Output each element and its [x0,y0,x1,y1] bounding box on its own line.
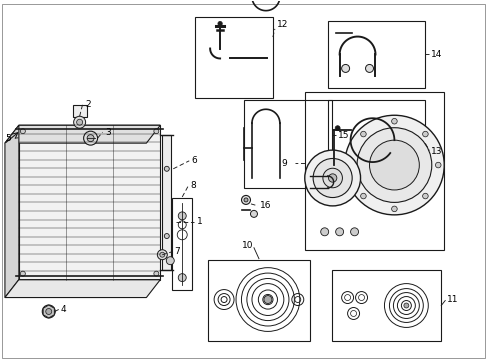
Text: 10: 10 [241,241,252,250]
Circle shape [46,309,52,315]
Bar [208,260,309,341]
Bar [73,105,86,117]
Circle shape [304,150,360,206]
Circle shape [347,162,353,168]
Circle shape [20,129,25,134]
Circle shape [244,198,247,202]
Circle shape [328,174,336,182]
Bar [304,92,443,250]
Circle shape [157,250,167,260]
Bar [244,100,331,188]
Polygon shape [43,305,54,318]
Polygon shape [5,280,160,298]
Circle shape [164,234,169,239]
Circle shape [312,158,351,198]
Text: 1: 1 [197,217,203,226]
Text: 4: 4 [61,305,66,314]
Text: 12: 12 [276,20,287,29]
Circle shape [334,159,340,165]
Polygon shape [19,125,160,280]
Text: 15: 15 [337,131,348,140]
Text: 3: 3 [105,128,111,137]
Circle shape [264,296,271,303]
Bar [327,100,425,172]
Polygon shape [5,125,160,143]
Circle shape [178,274,186,282]
Circle shape [178,212,186,220]
Bar [172,198,192,289]
Text: 16: 16 [260,201,271,210]
Circle shape [154,129,159,134]
Circle shape [164,166,169,171]
Circle shape [154,271,159,276]
Text: 8: 8 [190,181,196,190]
Circle shape [218,21,222,26]
Bar [195,17,272,98]
Bar [331,270,440,341]
Circle shape [403,303,408,308]
Circle shape [435,162,440,168]
Circle shape [87,135,94,141]
Circle shape [360,131,366,137]
Circle shape [391,118,396,124]
Circle shape [422,131,427,137]
Text: 11: 11 [447,295,458,304]
Circle shape [369,140,419,190]
Circle shape [74,116,85,128]
Circle shape [344,115,443,215]
Text: 5: 5 [5,134,18,143]
Circle shape [250,210,257,217]
Circle shape [320,228,328,236]
Circle shape [365,64,373,72]
Circle shape [160,252,164,257]
Text: 7: 7 [174,247,180,256]
Circle shape [356,128,431,202]
Text: 14: 14 [430,50,442,59]
Bar [327,21,425,88]
Circle shape [83,131,98,145]
Circle shape [20,271,25,276]
Bar [162,135,171,270]
Circle shape [341,64,349,72]
Circle shape [335,228,343,236]
Circle shape [42,305,55,318]
Text: 6: 6 [191,156,197,165]
Circle shape [166,257,174,265]
Circle shape [422,193,427,199]
Circle shape [241,195,250,204]
Circle shape [360,193,366,199]
Text: 13: 13 [430,148,442,157]
Circle shape [77,119,82,125]
Circle shape [350,228,358,236]
Circle shape [391,206,396,212]
Circle shape [322,168,342,188]
Polygon shape [5,125,19,298]
Text: 9: 9 [281,159,286,168]
Circle shape [334,126,340,131]
Text: 2: 2 [85,100,91,109]
